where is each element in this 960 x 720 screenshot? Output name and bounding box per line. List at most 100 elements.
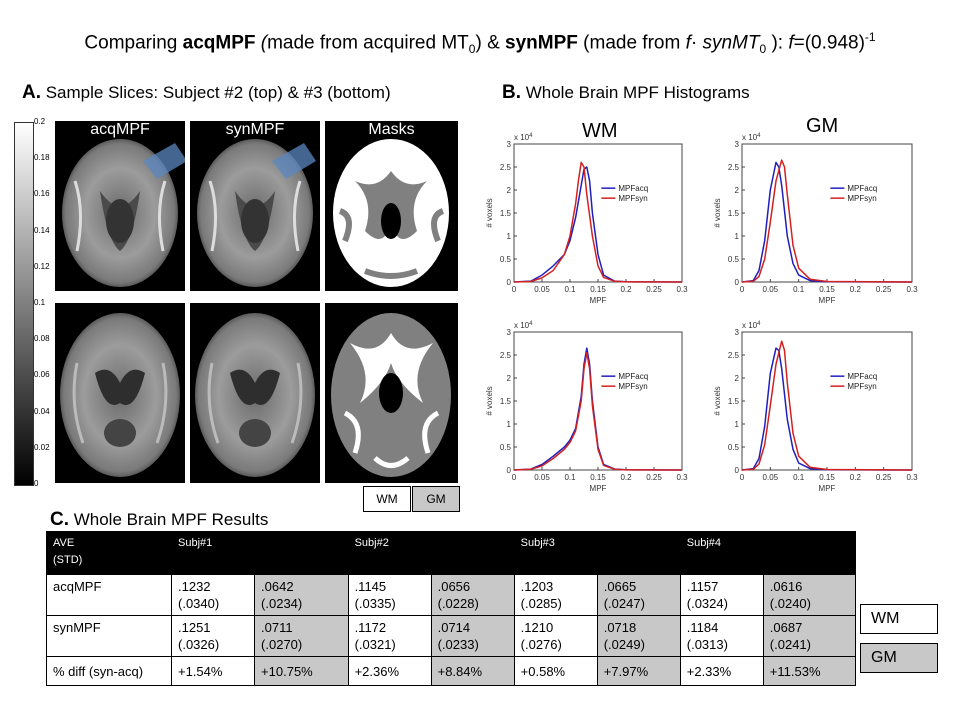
- colorbar-tick-label: 0.12: [34, 261, 50, 271]
- brain-image: [195, 313, 315, 477]
- x-tick-label: 0.1: [793, 473, 805, 482]
- table-legend-wm-label: WM: [871, 610, 900, 627]
- colorbar-tick-label: 0.1: [34, 298, 46, 307]
- x-tick-label: 0.05: [534, 285, 550, 294]
- table-cell: +10.75%: [254, 656, 349, 686]
- title-close: ):: [766, 32, 789, 54]
- table-legend-wm: WM: [860, 604, 938, 634]
- y-tick-label: 0.5: [500, 255, 512, 264]
- section-b-text: Whole Brain MPF Histograms: [521, 83, 750, 102]
- x-tick-label: 0.3: [676, 473, 688, 482]
- header-subj2: Subj#2: [347, 531, 432, 575]
- x-tick-label: 0: [740, 285, 745, 294]
- y-tick-label: 0.5: [728, 443, 740, 452]
- header-subj3: Subj#3: [513, 531, 598, 575]
- y-tick-label: 2: [735, 374, 740, 383]
- y-tick-label: 0.5: [500, 443, 512, 452]
- title-f1: f: [685, 32, 691, 54]
- brain-image: [62, 139, 185, 287]
- colorbar-tick-label: 0.06: [34, 370, 50, 380]
- y-exponent-label: x 104: [742, 133, 761, 142]
- header-ave-std: AVE (STD): [46, 531, 172, 575]
- histogram-gm-top: x 104 0 0.05 0.1 0.15 0.2 0.25 0.3 0 0.5 1 1.5 2 2.5 3…: [710, 128, 922, 310]
- series-line-mpfsyn: [741, 340, 913, 471]
- table-cell: .1184 (.0313): [679, 615, 764, 657]
- section-a-text: Sample Slices: Subject #2 (top) & #3 (bo…: [41, 83, 391, 102]
- slice-acq-subj2: acqMPF: [55, 121, 185, 291]
- section-a-heading: A. Sample Slices: Subject #2 (top) & #3 …: [22, 82, 391, 104]
- mask-legend-gm: GM: [412, 486, 460, 512]
- row-label-diff: % diff (syn-acq): [46, 656, 172, 686]
- y-tick-label: 0: [735, 466, 740, 475]
- table-row-syn: synMPF .1251 (.0326) .0711 (.0270) .1172…: [46, 615, 857, 657]
- x-tick-label: 0.2: [620, 473, 632, 482]
- colorbar: [14, 122, 34, 486]
- section-c-heading: C. Whole Brain MPF Results: [50, 509, 268, 531]
- histogram-wm-top: x 104 0 0.05 0.1 0.15 0.2 0.25 0.3 0 0.5 1 1.5 2 2.5 3…: [482, 128, 692, 310]
- header-subj2-gm: [430, 531, 515, 575]
- x-tick-label: 0.25: [876, 473, 892, 482]
- series-line-mpfacq: [741, 347, 913, 471]
- title-eq: =(0.948): [793, 32, 865, 54]
- y-tick-label: 1: [507, 420, 512, 429]
- y-tick-label: 2: [507, 374, 512, 383]
- series-line-mpfsyn: [513, 161, 683, 283]
- header-subj1-gm: [254, 531, 349, 575]
- slice-label-acq: acqMPF: [90, 121, 150, 138]
- x-axis-label: MPF: [590, 484, 607, 493]
- x-tick-label: 0.15: [590, 285, 606, 294]
- x-tick-label: 0.2: [850, 285, 862, 294]
- table-cell: .1232 (.0340): [170, 574, 256, 616]
- x-tick-label: 0.15: [819, 473, 835, 482]
- title-prefix: Comparing: [84, 32, 183, 54]
- table-cell: +1.54%: [170, 656, 256, 686]
- colorbar-tick-label: 0.2: [34, 117, 46, 126]
- hist-col-title-gm: GM: [806, 115, 839, 137]
- y-tick-label: 0: [507, 466, 512, 475]
- y-tick-label: 0: [735, 278, 740, 287]
- y-axis-label: # voxels: [713, 198, 722, 227]
- slice-label-syn: synMPF: [225, 121, 285, 138]
- series-line-mpfsyn: [513, 351, 683, 471]
- table-legend-gm: GM: [860, 643, 938, 673]
- table-cell: +8.84%: [430, 656, 515, 686]
- y-tick-label: 2.5: [728, 163, 740, 172]
- plot-frame: [513, 143, 683, 283]
- header-subj3-gm: [596, 531, 681, 575]
- mask-image: [331, 313, 451, 477]
- section-c-letter: C.: [50, 509, 69, 530]
- colorbar-tick-label: 0.08: [34, 334, 50, 344]
- slice-label-masks: Masks: [368, 121, 415, 138]
- y-tick-label: 1.5: [500, 397, 512, 406]
- figure-title: Comparing acqMPF (made from acquired MT0…: [0, 30, 960, 56]
- y-tick-label: 3: [735, 328, 740, 337]
- table-cell: .0687 (.0241): [762, 615, 857, 657]
- title-acq: acqMPF: [182, 32, 256, 54]
- colorbar-tick-label: 0.02: [34, 442, 50, 452]
- header-subj1: Subj#1: [170, 531, 256, 575]
- brain-image: [197, 139, 316, 287]
- slice-mask-subj3: [325, 303, 458, 483]
- x-tick-label: 0.05: [763, 285, 779, 294]
- title-syn: synMPF: [505, 32, 578, 54]
- x-tick-label: 0.1: [564, 285, 576, 294]
- y-tick-label: 1: [735, 420, 740, 429]
- x-tick-label: 0: [740, 473, 745, 482]
- y-tick-label: 3: [507, 140, 512, 149]
- table-cell: .0718 (.0249): [596, 615, 681, 657]
- mask-image: [333, 139, 449, 287]
- histogram-svg: x 104 0 0.05 0.1 0.15 0.2 0.25 0.3 0 0.5 1 1.5 2 2.5 3…: [713, 133, 918, 305]
- y-tick-label: 2: [507, 186, 512, 195]
- table-cell: .0714 (.0233): [430, 615, 515, 657]
- x-tick-label: 0.15: [819, 285, 835, 294]
- table-cell: +7.97%: [596, 656, 681, 686]
- title-syn-desc: (made from: [577, 32, 686, 54]
- y-tick-label: 1.5: [728, 209, 740, 218]
- table-cell: +2.36%: [347, 656, 432, 686]
- slice-syn-subj2: synMPF: [190, 121, 320, 291]
- mask-legend-gm-label: GM: [426, 492, 446, 506]
- x-tick-label: 0.05: [534, 473, 550, 482]
- histogram-wm-bottom: x 104 0 0.05 0.1 0.15 0.2 0.25 0.3 0 0.5 1 1.5 2 2.5 3…: [482, 316, 692, 498]
- x-tick-label: 0.25: [646, 285, 662, 294]
- y-tick-label: 1: [507, 232, 512, 241]
